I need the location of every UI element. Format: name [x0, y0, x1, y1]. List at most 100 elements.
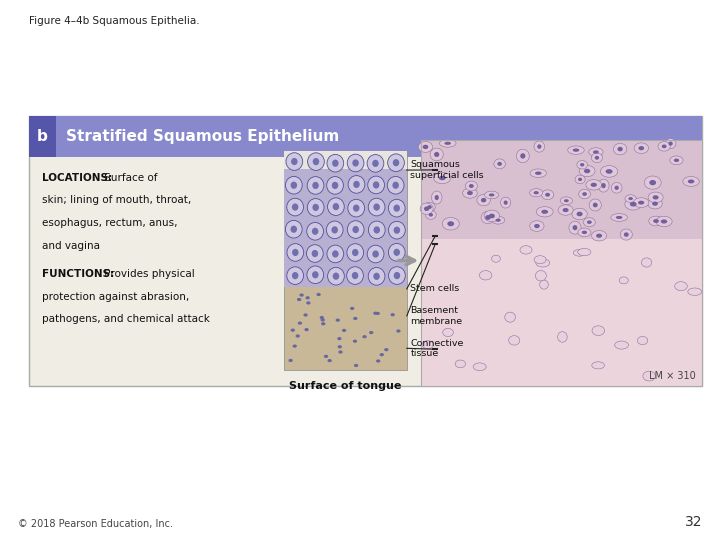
Ellipse shape	[637, 336, 648, 345]
Ellipse shape	[307, 222, 323, 240]
Ellipse shape	[444, 142, 451, 145]
Ellipse shape	[639, 146, 644, 150]
Ellipse shape	[312, 228, 318, 235]
Ellipse shape	[430, 148, 444, 161]
Ellipse shape	[577, 248, 591, 255]
Ellipse shape	[569, 221, 581, 234]
Ellipse shape	[656, 217, 672, 227]
Ellipse shape	[285, 177, 302, 194]
Ellipse shape	[327, 245, 343, 263]
Text: Surface of tongue: Surface of tongue	[289, 381, 402, 391]
Ellipse shape	[394, 227, 400, 234]
Ellipse shape	[652, 195, 659, 199]
FancyBboxPatch shape	[284, 151, 407, 370]
Ellipse shape	[494, 159, 505, 169]
Ellipse shape	[536, 259, 550, 267]
Ellipse shape	[291, 158, 297, 165]
Ellipse shape	[287, 244, 304, 261]
Ellipse shape	[285, 220, 302, 238]
Ellipse shape	[649, 216, 663, 226]
Ellipse shape	[675, 282, 688, 291]
Ellipse shape	[392, 181, 399, 189]
Ellipse shape	[287, 267, 304, 285]
Ellipse shape	[562, 208, 569, 212]
Circle shape	[296, 334, 300, 338]
Ellipse shape	[618, 147, 623, 151]
Ellipse shape	[312, 158, 319, 165]
Ellipse shape	[649, 180, 656, 185]
FancyBboxPatch shape	[284, 151, 407, 287]
Text: Stratified Squamous Epithelium: Stratified Squamous Epithelium	[66, 129, 339, 144]
Text: Squamous
superficial cells: Squamous superficial cells	[410, 160, 484, 180]
Ellipse shape	[373, 273, 380, 280]
Text: FUNCTIONS:: FUNCTIONS:	[42, 269, 114, 279]
Ellipse shape	[372, 251, 379, 258]
Ellipse shape	[473, 363, 486, 370]
Ellipse shape	[592, 231, 607, 241]
Ellipse shape	[688, 179, 694, 184]
Ellipse shape	[424, 206, 429, 211]
Ellipse shape	[307, 153, 324, 171]
Ellipse shape	[592, 362, 605, 369]
Ellipse shape	[572, 148, 580, 152]
Ellipse shape	[352, 272, 359, 279]
Ellipse shape	[367, 154, 384, 172]
Ellipse shape	[326, 221, 343, 239]
Circle shape	[337, 337, 341, 340]
Ellipse shape	[665, 138, 676, 149]
Ellipse shape	[591, 153, 603, 163]
Ellipse shape	[606, 169, 613, 174]
FancyBboxPatch shape	[29, 116, 702, 157]
Ellipse shape	[307, 245, 323, 262]
Circle shape	[376, 312, 380, 315]
Ellipse shape	[638, 201, 644, 205]
Ellipse shape	[332, 160, 338, 167]
Ellipse shape	[333, 203, 339, 210]
Ellipse shape	[433, 172, 451, 184]
Ellipse shape	[389, 221, 405, 239]
Ellipse shape	[500, 197, 510, 208]
Ellipse shape	[469, 184, 474, 188]
Ellipse shape	[312, 204, 319, 211]
Ellipse shape	[643, 371, 655, 381]
Ellipse shape	[615, 186, 618, 190]
Ellipse shape	[557, 332, 567, 342]
Circle shape	[350, 307, 354, 310]
Ellipse shape	[530, 169, 546, 178]
Ellipse shape	[447, 221, 454, 226]
Ellipse shape	[348, 199, 364, 217]
Ellipse shape	[634, 143, 649, 153]
Ellipse shape	[503, 200, 508, 205]
Circle shape	[306, 301, 310, 305]
Ellipse shape	[327, 177, 343, 194]
Ellipse shape	[312, 250, 318, 257]
FancyBboxPatch shape	[29, 116, 56, 157]
Ellipse shape	[333, 273, 339, 280]
Ellipse shape	[485, 215, 490, 220]
Ellipse shape	[354, 181, 360, 188]
Ellipse shape	[575, 175, 585, 184]
Ellipse shape	[312, 271, 318, 279]
Ellipse shape	[564, 199, 569, 202]
Ellipse shape	[652, 201, 658, 206]
Ellipse shape	[286, 153, 302, 170]
Ellipse shape	[579, 190, 590, 199]
Ellipse shape	[455, 360, 466, 368]
Ellipse shape	[492, 255, 500, 262]
Text: LM × 310: LM × 310	[649, 370, 696, 381]
Ellipse shape	[328, 267, 344, 285]
Circle shape	[320, 316, 324, 319]
Text: Connective
tissue: Connective tissue	[410, 339, 464, 358]
Circle shape	[369, 331, 374, 334]
Ellipse shape	[428, 213, 433, 217]
Ellipse shape	[347, 267, 364, 285]
Ellipse shape	[480, 271, 492, 280]
Circle shape	[303, 313, 307, 316]
Ellipse shape	[536, 207, 553, 217]
Text: Figure 4–4b Squamous Epithelia.: Figure 4–4b Squamous Epithelia.	[29, 16, 199, 26]
Text: esophagus, rectum, anus,: esophagus, rectum, anus,	[42, 218, 177, 228]
Ellipse shape	[367, 245, 384, 263]
Ellipse shape	[287, 198, 304, 216]
Ellipse shape	[498, 162, 502, 166]
Circle shape	[324, 355, 328, 358]
